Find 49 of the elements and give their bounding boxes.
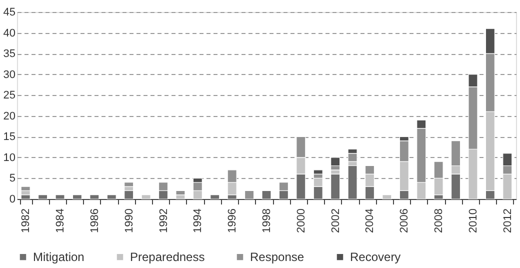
bar: [20, 194, 30, 200]
bar: [90, 194, 100, 200]
bar: [210, 194, 220, 200]
x-tick-label: 2006: [398, 208, 411, 233]
y-tick-label: 5: [9, 172, 16, 185]
x-tick-label: 1984: [54, 208, 67, 233]
bar: [106, 194, 116, 200]
bar: [330, 157, 340, 166]
legend-label: Preparedness: [130, 250, 205, 264]
y-tick-label: 10: [3, 152, 16, 164]
y-tick-label: 30: [3, 68, 16, 81]
x-tick-label: 1982: [20, 208, 32, 233]
bar: [262, 190, 272, 200]
x-tick-label: 2012: [502, 208, 514, 233]
bar: [124, 190, 134, 200]
bar: [244, 190, 254, 200]
bar: [72, 194, 82, 200]
bar: [348, 165, 358, 200]
bar: [20, 186, 30, 191]
x-tick-label: 2002: [330, 208, 342, 233]
x-tick-label: 2004: [364, 208, 376, 233]
bar: [141, 194, 151, 200]
x-tick-label: 2008: [433, 208, 446, 233]
y-tick-label: 20: [3, 110, 16, 122]
x-tick-label: 1998: [261, 208, 273, 233]
bar: [176, 190, 186, 196]
bar: [382, 194, 392, 200]
legend-label: Mitigation: [33, 250, 84, 264]
y-tick-label: 25: [3, 90, 16, 102]
bar: [176, 194, 186, 200]
x-tick-label: 2010: [467, 208, 480, 233]
y-tick-label: 35: [3, 48, 16, 60]
bar: [330, 174, 340, 200]
bar: [38, 194, 48, 200]
y-tick-label: 45: [3, 6, 16, 18]
legend-label: Recovery: [350, 250, 401, 264]
y-tick-label: 0: [9, 194, 16, 206]
y-tick-label: 15: [3, 131, 16, 144]
x-tick-label: 1986: [88, 208, 101, 233]
x-tick-label: 2000: [295, 208, 308, 233]
bar: [313, 170, 323, 174]
x-tick-label: 1994: [192, 208, 204, 233]
x-tick-label: 1992: [158, 208, 170, 233]
legend-label: Response: [250, 250, 304, 264]
x-tick-label: 1996: [226, 208, 239, 233]
bar: [55, 194, 65, 200]
bar: [124, 182, 134, 187]
y-tick-label: 40: [3, 27, 16, 40]
x-tick-label: 1990: [123, 208, 136, 233]
